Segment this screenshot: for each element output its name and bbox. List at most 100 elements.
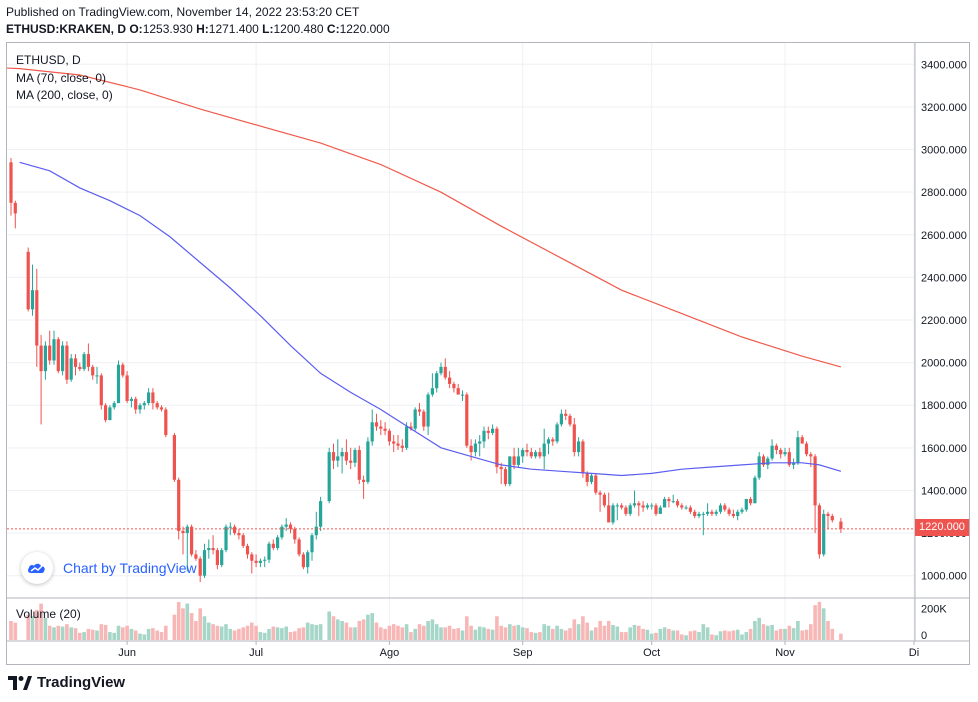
published-note: Published on TradingView.com, November 1… [6,5,360,19]
candle-body [104,405,108,421]
candle-body [697,513,701,517]
volume-bar [99,624,104,640]
tradingview-logo-icon [8,675,32,690]
candle-body [491,428,495,433]
candle-body [30,290,35,310]
volume-bar [172,614,177,640]
volume-bar [701,624,706,640]
volume-bar [559,628,564,640]
candle-body [353,449,357,463]
candle-body [774,445,778,450]
volume-bar [361,619,366,640]
volume-bar [207,622,211,640]
candle-body [804,443,809,455]
volume-bar [606,621,611,640]
candle-body [826,513,830,517]
candle-body [779,449,783,455]
candle-body [349,460,353,463]
volume-bar [744,632,749,640]
volume-bar [318,624,323,640]
candle-body [65,345,69,380]
legend-symbol[interactable]: ETHUSD, D [16,53,81,67]
candle-body [56,339,60,372]
candle-body [310,535,314,553]
candle-body [675,501,680,506]
candle-body [598,492,602,495]
low-label: L: [262,22,274,36]
volume-bar [637,625,641,640]
volume-bar [443,627,448,640]
candle-body [839,521,843,529]
candle-body [615,505,619,507]
volume-bar [422,625,426,640]
candle-body [405,426,409,448]
volume-bar [753,621,757,640]
candle-body [486,430,490,433]
volume-bar [482,627,486,640]
volume-bar [155,630,159,640]
candle-body [796,437,800,463]
volume-bar [723,630,727,640]
volume-bar [727,631,731,640]
candle-body [766,458,770,465]
candle-body [78,366,82,370]
volume-bar [73,628,78,640]
candle-body [151,392,155,404]
volume-bar [267,628,271,640]
volume-bar [529,632,534,640]
candle-body [770,445,774,459]
candle-body [645,505,649,508]
y-tick-label: 2600.000 [921,230,967,242]
candle-body [701,513,705,515]
candle-body [263,559,267,561]
candle-body [641,505,645,508]
volume-bar [757,617,761,640]
candle-body [134,398,138,410]
candle-body [181,530,185,534]
candle-body [443,366,447,378]
watermark-text: Chart by TradingView [63,560,197,576]
y-tick-label: 2400.000 [921,272,967,284]
volume-bar [766,625,770,640]
volume-bar [572,619,577,640]
volume-bar [783,628,787,640]
volume-bar [370,613,374,640]
legend-ma70[interactable]: MA (70, close, 0) [16,71,107,85]
ma200-line [7,67,842,368]
footer-logo[interactable]: TradingView [8,674,125,691]
chart-frame[interactable]: 3400.000 3200.000 3000.000 2800.000 2600.000… [6,42,970,665]
chart-watermark[interactable]: Chart by TradingView [21,552,197,584]
volume-bar [508,624,512,640]
candle-body [671,501,675,503]
y-tick-label: 1000.000 [921,571,967,583]
price-chart[interactable]: 3400.000 3200.000 3000.000 2800.000 2600.000… [7,43,970,665]
y-tick-label: 2200.000 [921,315,967,327]
volume-bar [241,627,245,640]
candle-body [757,456,761,478]
volume-bar [396,625,400,640]
candle-body [340,452,344,457]
legend-ma200[interactable]: MA (200, close, 0) [16,88,113,102]
candle-body [319,501,323,527]
candle-body [499,467,503,470]
volume-bar [538,632,542,640]
candle-body [276,537,280,548]
candle-body [589,475,594,482]
volume-bar [336,619,340,640]
volume-bar [232,630,237,640]
volume-axis-label: 0 [921,630,927,642]
legend-volume[interactable]: Volume (20) [16,607,81,621]
volume-bar [761,624,766,640]
last-price-label: 1220.000 [915,519,969,537]
candle-body [516,456,520,465]
volume-bar [228,628,233,640]
candle-body [95,375,99,377]
volume-bar [250,622,254,640]
candle-body [301,554,305,568]
volume-bar [60,626,65,640]
volume-bar [555,625,559,640]
volume-bar [718,631,723,640]
x-tick-label: Nov [775,647,795,659]
candle-body [620,505,624,508]
candle-body [69,358,73,380]
